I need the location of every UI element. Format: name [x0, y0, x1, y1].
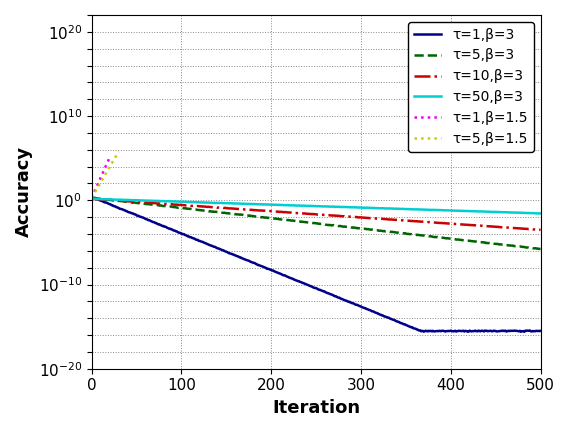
τ=1,β=3 — [252, 260, 259, 266]
Line: τ=1,β=1.5: τ=1,β=1.5 — [92, 158, 109, 198]
τ=50,β=3 — [535, 211, 542, 216]
τ=1,β=3 — [88, 194, 95, 200]
τ=50,β=3 — [537, 211, 544, 216]
τ=10,β=3 — [88, 196, 95, 201]
τ=50,β=3 — [252, 201, 259, 206]
τ=10,β=3 — [218, 205, 225, 210]
τ=5,β=1.5 — [88, 195, 95, 200]
τ=50,β=3 — [382, 206, 389, 211]
Line: τ=1,β=3: τ=1,β=3 — [92, 197, 540, 332]
Line: τ=50,β=3: τ=50,β=3 — [92, 199, 540, 213]
τ=50,β=3 — [88, 196, 95, 201]
τ=1,β=3 — [521, 329, 528, 334]
Line: τ=5,β=1.5: τ=5,β=1.5 — [92, 152, 119, 198]
X-axis label: Iteration: Iteration — [272, 399, 360, 417]
τ=1,β=3 — [537, 328, 544, 334]
τ=5,β=3 — [382, 229, 389, 234]
τ=5,β=3 — [88, 195, 95, 200]
τ=5,β=3 — [377, 228, 384, 233]
τ=10,β=3 — [382, 216, 389, 222]
τ=5,β=3 — [460, 238, 467, 243]
τ=1,β=1.5 — [88, 195, 95, 200]
τ=1,β=3 — [377, 312, 384, 318]
τ=5,β=3 — [252, 214, 259, 219]
τ=5,β=3 — [537, 246, 544, 251]
τ=10,β=3 — [200, 204, 206, 209]
τ=10,β=3 — [537, 227, 544, 232]
Y-axis label: Accuracy: Accuracy — [15, 146, 33, 238]
τ=1,β=3 — [460, 328, 467, 334]
Legend: τ=1,β=3, τ=5,β=3, τ=10,β=3, τ=50,β=3, τ=1,β=1.5, τ=5,β=1.5: τ=1,β=3, τ=5,β=3, τ=10,β=3, τ=50,β=3, τ=… — [408, 22, 534, 152]
Line: τ=5,β=3: τ=5,β=3 — [92, 198, 540, 249]
τ=50,β=3 — [200, 200, 206, 205]
τ=10,β=3 — [377, 216, 384, 222]
τ=50,β=3 — [460, 208, 467, 213]
τ=5,β=3 — [536, 246, 543, 251]
τ=50,β=3 — [377, 206, 384, 211]
τ=50,β=3 — [218, 200, 225, 206]
τ=5,β=3 — [218, 210, 225, 215]
Line: τ=10,β=3: τ=10,β=3 — [92, 199, 540, 230]
τ=1,β=3 — [382, 314, 389, 320]
τ=1,β=3 — [200, 239, 206, 245]
τ=5,β=3 — [200, 208, 206, 213]
τ=10,β=3 — [460, 222, 467, 227]
τ=10,β=3 — [252, 207, 259, 213]
τ=1,β=3 — [218, 248, 225, 253]
